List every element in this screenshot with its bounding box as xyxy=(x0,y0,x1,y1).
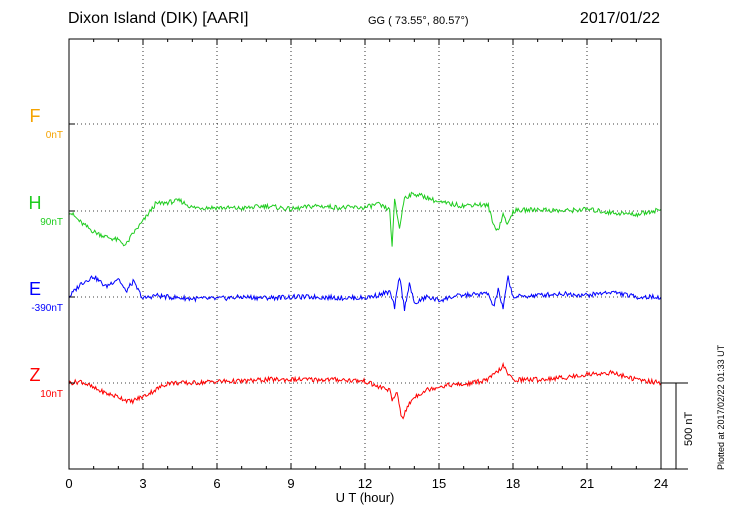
x-tick-label: 3 xyxy=(139,476,146,491)
date-label: 2017/01/22 xyxy=(579,10,660,27)
channel-letter-f: F xyxy=(29,106,41,126)
x-tick-label: 24 xyxy=(654,476,668,491)
x-tick-label: 15 xyxy=(432,476,446,491)
x-tick-label: 21 xyxy=(580,476,594,491)
trace-h xyxy=(68,191,662,247)
plotted-timestamp: Plotted at 2017/02/22 01:33 UT xyxy=(716,344,726,470)
x-tick-label: 9 xyxy=(287,476,294,491)
channel-letter-z: Z xyxy=(29,365,41,385)
trace-z xyxy=(68,361,662,420)
channel-letter-h: H xyxy=(28,193,42,213)
channel-offset-z: 10nT xyxy=(40,389,63,400)
x-tick-label: 12 xyxy=(358,476,372,491)
channel-offset-f: 0nT xyxy=(45,130,63,141)
x-axis-label: U T (hour) xyxy=(335,490,395,505)
x-tick-label: 0 xyxy=(65,476,72,491)
x-tick-label: 6 xyxy=(213,476,220,491)
x-tick-label: 18 xyxy=(506,476,520,491)
channel-offset-h: 90nT xyxy=(40,217,63,228)
channel-offset-e: -390nT xyxy=(31,303,63,314)
coordinates-label: GG ( 73.55°, 80.57°) xyxy=(368,15,469,27)
trace-e xyxy=(68,275,662,311)
scale-bar-label: 500 nT xyxy=(683,411,695,446)
channel-letter-e: E xyxy=(28,279,41,299)
station-title: Dixon Island (DIK) [AARI] xyxy=(68,10,249,27)
